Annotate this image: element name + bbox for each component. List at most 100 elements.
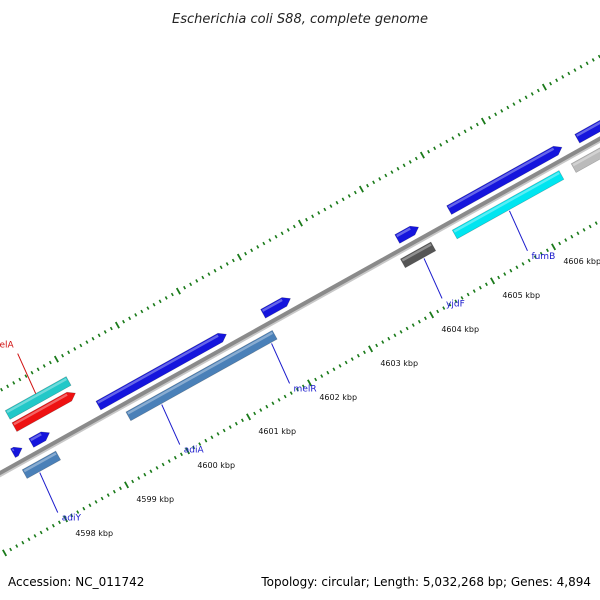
- minor-tick-mark: [350, 357, 354, 361]
- minor-tick-mark: [588, 224, 592, 229]
- minor-tick-mark: [347, 194, 351, 198]
- minor-tick-mark: [118, 486, 122, 491]
- minor-tick-mark: [378, 177, 382, 181]
- gene-arrow: [125, 329, 278, 422]
- minor-tick-mark: [338, 364, 342, 368]
- minor-tick-mark: [500, 109, 504, 113]
- minor-tick-mark: [436, 309, 440, 314]
- minor-tick-mark: [42, 364, 46, 368]
- major-tick-mark: [185, 447, 191, 455]
- gene-highlight: [30, 433, 42, 442]
- minor-tick-mark: [533, 255, 537, 259]
- minor-tick-mark: [76, 510, 80, 514]
- minor-tick-mark: [408, 160, 412, 164]
- minor-tick-mark: [219, 265, 223, 270]
- minor-tick-mark: [527, 258, 531, 263]
- minor-tick-mark: [57, 520, 61, 525]
- minor-tick-mark: [103, 330, 107, 334]
- minor-tick-mark: [311, 214, 315, 219]
- gene-highlight: [11, 448, 15, 452]
- minor-tick-mark: [6, 384, 10, 389]
- minor-tick-mark: [134, 313, 138, 317]
- minor-tick-mark: [15, 544, 19, 548]
- minor-tick-mark: [561, 75, 565, 79]
- gene-highlight: [401, 243, 432, 262]
- major-tick-mark: [480, 117, 486, 125]
- minor-tick-mark: [70, 513, 74, 518]
- minor-tick-mark: [158, 299, 162, 304]
- minor-tick-mark: [253, 411, 257, 416]
- gene-highlight: [127, 331, 274, 415]
- minor-tick-mark: [259, 408, 263, 412]
- major-tick-mark: [368, 345, 374, 353]
- minor-tick-mark: [131, 479, 135, 484]
- minor-tick-mark: [494, 112, 498, 117]
- minor-tick-mark: [24, 374, 28, 378]
- major-tick-mark: [358, 185, 364, 193]
- minor-tick-mark: [0, 387, 4, 392]
- gene-feature-fwd-g: [574, 98, 600, 144]
- minor-tick-mark: [317, 211, 321, 215]
- gene-label-adiY: adiY: [62, 514, 82, 524]
- major-tick-mark: [297, 219, 303, 227]
- gene-highlight: [448, 147, 555, 209]
- minor-tick-mark: [555, 78, 559, 83]
- gene-highlight: [396, 227, 411, 238]
- minor-tick-mark: [152, 302, 156, 307]
- minor-tick-mark: [451, 136, 455, 140]
- map-layer: 4598 kbp 4599 kbp 4600 kbp 4601 kbp 4602 kbp…: [0, 54, 600, 557]
- minor-tick-mark: [545, 248, 549, 253]
- minor-tick-mark: [475, 122, 479, 127]
- minor-tick-mark: [549, 81, 553, 86]
- major-tick-mark: [541, 83, 547, 91]
- minor-tick-mark: [366, 183, 370, 188]
- minor-tick-mark: [484, 282, 488, 287]
- gene-label-adiA: adiA: [184, 446, 205, 456]
- minor-tick-mark: [558, 241, 562, 246]
- minor-tick-mark: [73, 347, 77, 351]
- minor-tick-mark: [457, 132, 461, 137]
- gene-highlight: [261, 298, 283, 312]
- major-tick-mark: [551, 243, 557, 251]
- minor-tick-mark: [573, 68, 577, 72]
- minor-tick-mark: [463, 129, 467, 134]
- minor-tick-mark: [442, 306, 446, 310]
- gene-highlight: [453, 171, 560, 233]
- major-tick-mark: [246, 413, 252, 421]
- minor-tick-mark: [225, 262, 229, 266]
- minor-tick-mark: [39, 530, 43, 535]
- gene-label-yjdF: yjdF: [446, 299, 465, 309]
- gene-highlight: [13, 393, 68, 426]
- gene-arrow: [4, 376, 72, 420]
- gene-arrow: [570, 122, 600, 173]
- major-tick-mark: [490, 277, 496, 285]
- minor-tick-mark: [381, 340, 385, 344]
- minor-tick-mark: [195, 279, 199, 283]
- minor-tick-mark: [216, 432, 220, 436]
- minor-tick-mark: [353, 190, 357, 195]
- scale-tick-label: 4601 kbp: [258, 427, 296, 436]
- gene-feature-melA-upper: [4, 376, 72, 420]
- gene-feature-fwd-d: [260, 297, 291, 319]
- minor-tick-mark: [97, 333, 101, 338]
- minor-tick-mark: [164, 296, 168, 300]
- minor-tick-mark: [329, 204, 333, 208]
- gene-highlight: [97, 334, 219, 404]
- minor-tick-mark: [414, 156, 418, 161]
- minor-tick-mark: [143, 472, 147, 477]
- minor-tick-mark: [30, 370, 34, 375]
- gene-feature-fwd-f: [446, 145, 563, 215]
- scale-tick-label: 4605 kbp: [502, 291, 540, 300]
- minor-tick-mark: [469, 126, 473, 130]
- minor-tick-mark: [213, 268, 217, 273]
- accession-text: Accession: NC_011742: [8, 575, 144, 589]
- minor-tick-mark: [539, 251, 543, 256]
- minor-tick-mark: [140, 309, 144, 314]
- gene-highlight: [6, 377, 67, 414]
- major-tick-mark: [429, 311, 435, 319]
- minor-tick-mark: [33, 534, 37, 538]
- scale-tick-label: 4600 kbp: [197, 461, 235, 470]
- minor-tick-mark: [137, 476, 141, 480]
- minor-tick-mark: [146, 306, 150, 310]
